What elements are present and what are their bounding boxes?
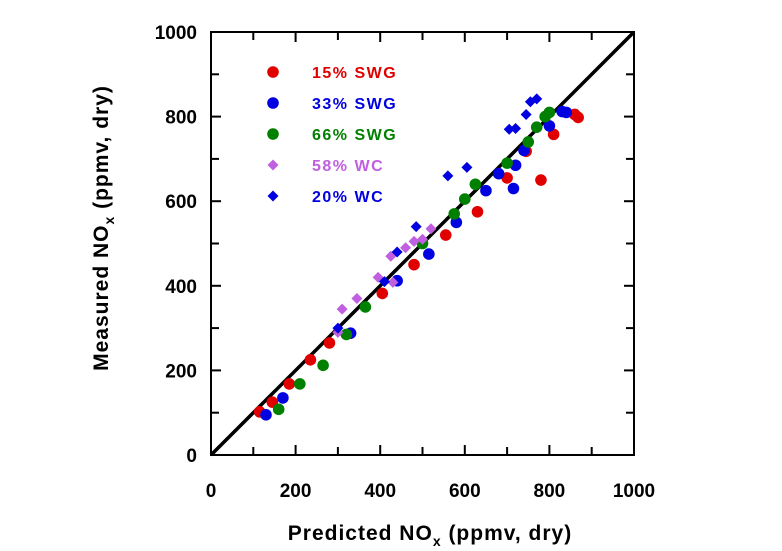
data-point (423, 248, 435, 260)
legend-item: 33% SWG (267, 96, 397, 113)
data-point (425, 223, 437, 235)
y-tick-label: 400 (165, 277, 197, 298)
data-point (543, 120, 556, 132)
data-point (410, 221, 422, 233)
data-point (340, 328, 353, 341)
data-point (376, 287, 389, 300)
y-tick-label: 800 (165, 108, 197, 129)
data-point (272, 403, 285, 416)
x-axis-title-subscript: x (433, 533, 442, 549)
data-point (283, 378, 296, 390)
data-point (323, 337, 336, 349)
x-tick-label: 1000 (613, 481, 655, 502)
data-point (387, 276, 399, 288)
data-point (391, 246, 403, 258)
series-4 (332, 93, 543, 334)
data-point (408, 258, 420, 271)
legend-item: 15% SWG (267, 65, 397, 82)
data-point (522, 136, 535, 148)
data-point (442, 170, 454, 182)
data-point (304, 354, 317, 366)
data-point (510, 122, 522, 134)
legend-label: 58% WC (312, 158, 384, 175)
data-point (461, 161, 473, 173)
data-point (351, 292, 363, 304)
y-axis-title-main: Measured NO (90, 225, 113, 371)
legend-item: 20% WC (267, 189, 384, 206)
y-axis-title-subscript: x (101, 216, 117, 225)
legend-marker (267, 66, 279, 78)
data-point (336, 303, 348, 315)
legend-item: 66% SWG (267, 127, 397, 144)
y-tick-label: 200 (165, 361, 197, 382)
legend-label: 66% SWG (312, 127, 397, 144)
legend-label: 15% SWG (312, 65, 397, 82)
data-point (400, 242, 412, 254)
data-point (408, 235, 420, 247)
x-axis-title: Predicted NOx (ppmv, dry) (288, 522, 572, 549)
y-axis-title: Measured NOx (ppmv, dry) (90, 85, 117, 371)
x-tick-label: 400 (364, 481, 396, 502)
series-0 (253, 108, 584, 418)
data-point (520, 108, 532, 120)
y-axis-title-tail: (ppmv, dry) (90, 85, 113, 216)
x-axis-title-main: Predicted NO (288, 522, 433, 545)
series-1 (260, 105, 573, 421)
data-point (459, 193, 471, 205)
tick-labels: 0 200 400 600 800 1000 0 200 400 600 800 1000 (155, 23, 655, 502)
legend-marker (267, 97, 279, 109)
data-point (501, 157, 513, 169)
legend-marker (267, 128, 279, 140)
x-tick-label: 800 (534, 481, 566, 502)
y-tick-label: 600 (165, 192, 197, 213)
legend-marker (267, 190, 279, 202)
data-point (503, 123, 515, 135)
data-point (572, 111, 584, 124)
y-tick-label: 0 (186, 446, 197, 467)
legend-marker (267, 159, 279, 171)
data-point (471, 205, 484, 218)
series-2 (272, 106, 556, 416)
x-tick-label: 600 (449, 481, 481, 502)
legend-label: 20% WC (312, 189, 384, 206)
x-axis-title-tail: (ppmv, dry) (442, 522, 573, 545)
data-point (469, 178, 482, 191)
legend: 15% SWG 33% SWG 66% SWG 58% WC 20% WC (267, 65, 397, 206)
data-point (317, 359, 329, 372)
data-point (535, 174, 547, 186)
legend-label: 33% SWG (312, 96, 397, 113)
y-tick-label: 1000 (155, 23, 197, 44)
data-point (439, 229, 452, 241)
data-point (294, 378, 306, 390)
data-point (378, 276, 390, 288)
data-point (260, 409, 272, 421)
legend-item: 58% WC (267, 158, 384, 175)
data-points (253, 93, 584, 421)
data-point (480, 184, 492, 197)
data-point (530, 121, 543, 133)
data-point (507, 182, 520, 195)
axis-ticks (210, 31, 635, 456)
data-point (277, 392, 289, 404)
data-point (417, 233, 428, 245)
data-point (560, 106, 573, 119)
data-point (531, 93, 543, 105)
data-point (543, 106, 556, 119)
x-tick-label: 0 (206, 481, 217, 502)
x-tick-label: 200 (280, 481, 312, 502)
data-point (332, 322, 344, 334)
data-point (359, 301, 372, 313)
data-point (448, 208, 461, 220)
data-point (493, 168, 505, 180)
